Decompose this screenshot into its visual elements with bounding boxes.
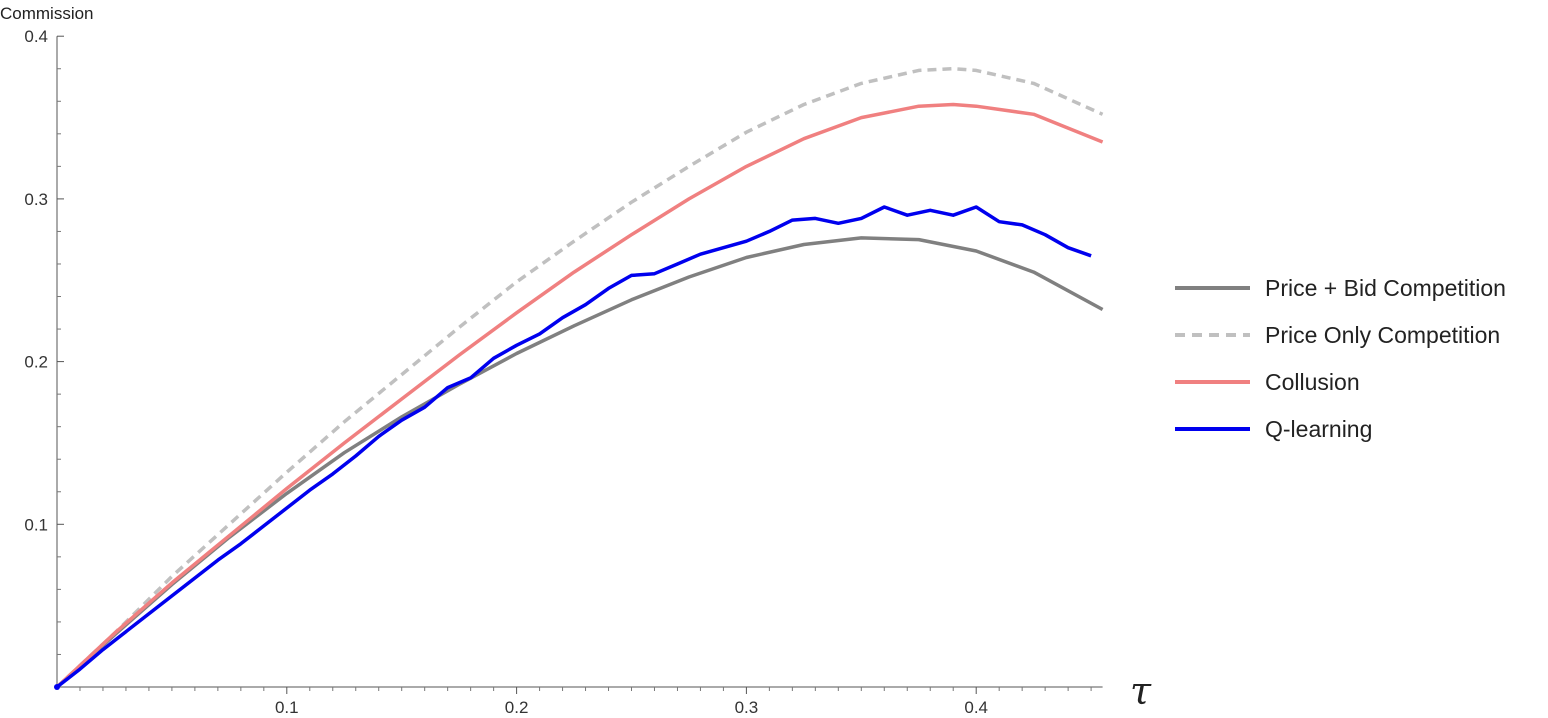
origin-point	[54, 684, 60, 690]
series-line-price-bid-competition	[55, 236, 1104, 689]
series-line-q-learning	[55, 205, 1092, 689]
legend: Price + Bid Competition Price Only Compet…	[1175, 275, 1506, 442]
x-axis-label: τ	[1130, 669, 1152, 713]
legend-label-collusion: Collusion	[1265, 369, 1360, 395]
y-tick-label: 0.4	[24, 27, 48, 46]
x-tick-label: 0.4	[964, 698, 988, 717]
x-tick-label: 0.3	[735, 698, 759, 717]
y-tick-label: 0.2	[24, 353, 48, 372]
axes: 0.1 0.2 0.3 0.4 0.1 0.2 0.3 0.4	[24, 27, 1103, 717]
series-line-collusion	[55, 102, 1104, 689]
plot-area	[54, 66, 1104, 690]
y-tick-label: 0.3	[24, 190, 48, 209]
legend-label-price-only-competition: Price Only Competition	[1265, 322, 1500, 348]
legend-label-price-bid-competition: Price + Bid Competition	[1265, 275, 1506, 301]
x-tick-label: 0.1	[275, 698, 299, 717]
x-tick-label: 0.2	[505, 698, 529, 717]
series-line-price-only-competition	[55, 66, 1104, 689]
y-tick-label: 0.1	[24, 515, 48, 534]
y-axis-label: Commission	[0, 4, 94, 23]
legend-label-q-learning: Q-learning	[1265, 416, 1372, 442]
